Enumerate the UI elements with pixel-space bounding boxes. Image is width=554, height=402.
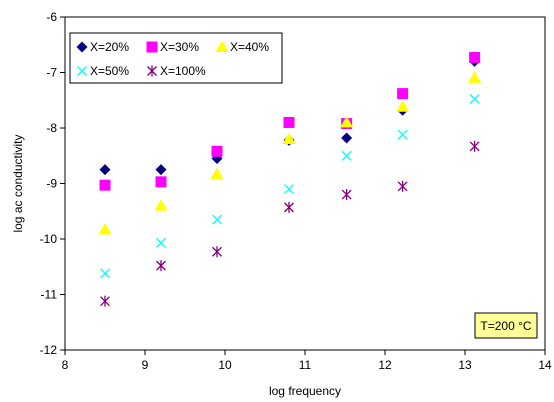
data-point — [99, 164, 111, 176]
y-axis-title: log ac conductivity — [11, 134, 25, 232]
data-point — [341, 189, 352, 201]
legend-item: X=30% — [146, 40, 199, 54]
data-point — [155, 176, 167, 188]
x-tick-label: 14 — [538, 358, 552, 372]
data-point — [396, 100, 410, 112]
series-x-100- — [100, 140, 480, 307]
data-point — [156, 260, 166, 272]
legend-label: X=50% — [90, 64, 129, 78]
legend-marker — [76, 41, 88, 53]
x-tick-label: 10 — [218, 358, 232, 372]
legend-marker — [146, 41, 158, 53]
data-point — [212, 214, 222, 225]
legend-marker — [215, 40, 229, 52]
annotation-box — [474, 312, 538, 339]
legend-item: X=20% — [76, 40, 129, 54]
axis-ticks: 8 9 10 11 12 13 14 -12 -11 -10 -9 -8 -7 -6 — [40, 10, 552, 372]
data-point — [341, 132, 353, 144]
legend-label: X=40% — [230, 40, 269, 54]
data-point — [469, 52, 481, 64]
data-point — [156, 237, 166, 248]
data-point — [98, 223, 112, 235]
legend-label: X=20% — [90, 40, 129, 54]
data-point — [154, 199, 168, 211]
y-tick-label: -7 — [46, 66, 57, 80]
data-point — [397, 129, 408, 140]
data-point — [100, 295, 110, 307]
data-point — [210, 167, 224, 179]
data-point — [284, 184, 294, 195]
y-tick-label: -12 — [40, 343, 58, 357]
legend-marker — [77, 66, 87, 76]
data-point — [212, 246, 222, 258]
legend-item: X=50% — [77, 64, 129, 78]
legend-label: X=30% — [160, 40, 199, 54]
temperature-annotation: T=200 °C — [474, 312, 538, 339]
data-point — [282, 132, 296, 144]
y-tick-label: -8 — [46, 121, 57, 135]
legend: X=20% X=30% X=40% X=50% X=100% — [69, 32, 283, 84]
x-axis-title: log frequency — [269, 384, 341, 398]
data-point — [284, 201, 294, 213]
data-point — [468, 71, 482, 83]
y-tick-label: -6 — [46, 10, 57, 24]
legend-marker — [147, 65, 157, 77]
x-tick-label: 11 — [299, 358, 312, 372]
data-point — [340, 115, 354, 128]
data-point — [99, 179, 111, 191]
x-tick-label: 12 — [378, 358, 392, 372]
y-tick-label: -9 — [46, 177, 57, 191]
legend-box — [69, 32, 283, 84]
data-points — [98, 52, 482, 307]
y-tick-label: -10 — [40, 232, 58, 246]
data-point — [469, 140, 480, 152]
data-point — [397, 88, 409, 100]
annotation-text: T=200 °C — [480, 319, 531, 333]
data-point — [397, 180, 408, 192]
data-point — [100, 268, 110, 279]
legend-label: X=100% — [160, 64, 206, 78]
data-point — [469, 94, 480, 105]
x-tick-label: 9 — [142, 358, 149, 372]
legend-item: X=100% — [147, 64, 206, 78]
y-tick-label: -11 — [41, 288, 58, 302]
legend-item: X=40% — [215, 40, 269, 54]
data-point — [283, 116, 295, 128]
data-point — [211, 145, 223, 157]
series-x-40- — [98, 71, 482, 235]
x-tick-label: 13 — [458, 358, 472, 372]
series-x-50- — [100, 94, 480, 279]
data-point — [341, 150, 352, 161]
data-point — [155, 164, 167, 176]
x-tick-label: 8 — [62, 358, 69, 372]
